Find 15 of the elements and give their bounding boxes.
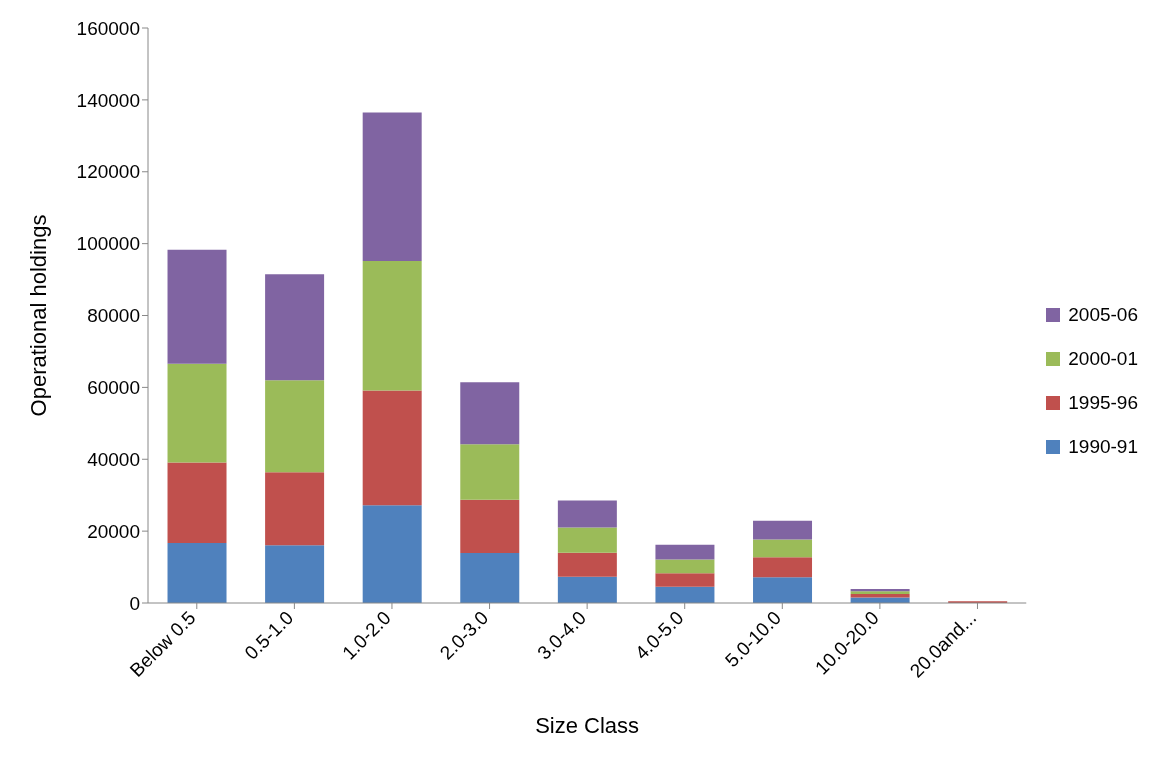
legend-label: 2005-06 (1068, 303, 1138, 326)
legend-label: 1990-91 (1068, 435, 1138, 458)
y-tick-label: 100000 (76, 233, 140, 255)
y-tick-label: 0 (129, 592, 140, 614)
legend-label: 2000-01 (1068, 347, 1138, 370)
y-tick-label: 140000 (76, 89, 140, 111)
y-tick-label: 40000 (87, 448, 140, 470)
legend-label: 1995-96 (1068, 391, 1138, 414)
x-axis-title: Size Class (535, 713, 640, 738)
y-tick-label: 80000 (87, 305, 140, 327)
y-tick-label: 20000 (87, 520, 140, 542)
y-tick-label: 60000 (87, 377, 140, 399)
y-tick-label: 120000 (76, 161, 140, 183)
y-tick-label: 160000 (76, 17, 140, 39)
y-axis-title: Operational holdings (25, 214, 51, 417)
